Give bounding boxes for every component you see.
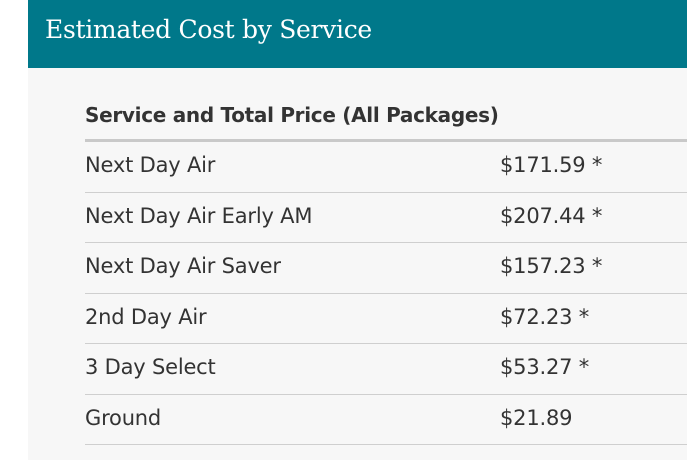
service-price: $207.44 * bbox=[500, 203, 603, 228]
service-name: Next Day Air Saver bbox=[85, 254, 281, 278]
table-row: 3 Day Select $53.27 * bbox=[85, 344, 687, 395]
service-name: Next Day Air Early AM bbox=[85, 203, 313, 228]
table-row: Next Day Air $171.59 * bbox=[85, 142, 687, 193]
table-heading: Service and Total Price (All Packages) bbox=[85, 92, 687, 142]
service-name: 3 Day Select bbox=[85, 355, 216, 379]
table-row: Next Day Air Saver $157.23 * bbox=[85, 243, 687, 294]
table-row: Ground $21.89 bbox=[85, 395, 687, 445]
service-price-table: Service and Total Price (All Packages) N… bbox=[85, 92, 687, 445]
service-name: 2nd Day Air bbox=[85, 304, 207, 329]
service-price: $21.89 bbox=[500, 405, 573, 430]
service-price: $157.23 * bbox=[500, 254, 603, 278]
service-name: Next Day Air bbox=[85, 153, 216, 177]
panel-header: Estimated Cost by Service bbox=[28, 0, 687, 68]
service-price: $53.27 * bbox=[500, 355, 590, 379]
estimated-cost-panel: Estimated Cost by Service Service and To… bbox=[28, 0, 687, 460]
service-price: $171.59 * bbox=[500, 153, 603, 177]
service-price: $72.23 * bbox=[500, 304, 590, 329]
service-name: Ground bbox=[85, 405, 162, 430]
table-row: Next Day Air Early AM $207.44 * bbox=[85, 193, 687, 243]
panel-title: Estimated Cost by Service bbox=[45, 15, 372, 44]
table-row: 2nd Day Air $72.23 * bbox=[85, 294, 687, 344]
